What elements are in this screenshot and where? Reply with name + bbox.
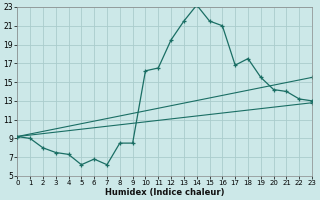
X-axis label: Humidex (Indice chaleur): Humidex (Indice chaleur) <box>105 188 224 197</box>
